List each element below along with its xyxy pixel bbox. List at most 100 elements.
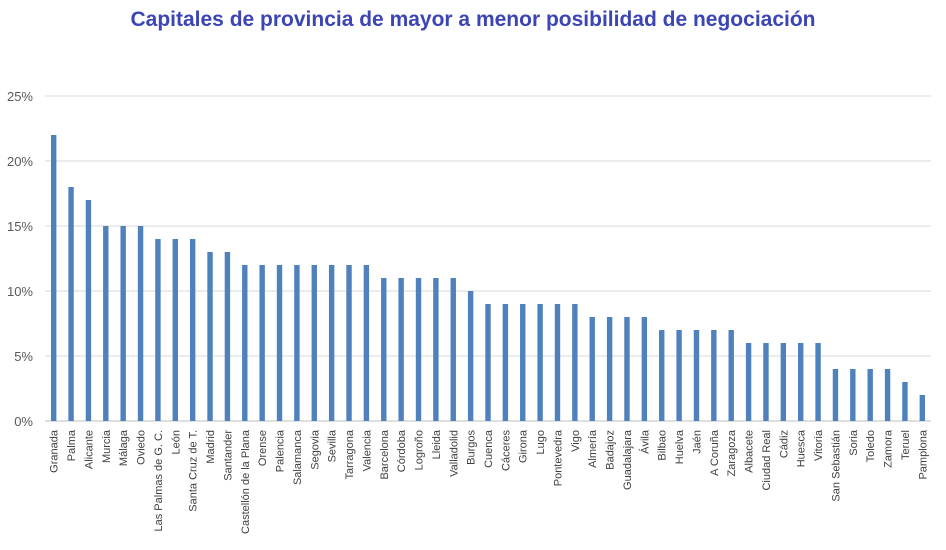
x-tick-label: Zaragoza (726, 429, 738, 476)
bar (867, 369, 873, 421)
x-tick-label: Barcelona (379, 429, 391, 479)
x-tick-label: Burgos (466, 430, 478, 465)
x-tick-label: Lleida (431, 429, 443, 459)
bar (467, 291, 474, 421)
bar (919, 395, 926, 421)
x-tick-label: Logroño (414, 430, 426, 470)
x-tick-label: Tarragona (344, 429, 356, 479)
bar (103, 226, 109, 421)
bar (659, 330, 665, 421)
x-tick-label: Pamplona (917, 429, 929, 479)
y-tick-label: 5% (14, 349, 33, 364)
bar (676, 330, 682, 421)
bar (346, 265, 352, 421)
bar (589, 317, 595, 421)
bar (120, 226, 126, 421)
y-tick-label: 0% (14, 414, 33, 429)
x-tick-label: Castellón de la Plana (240, 429, 252, 534)
x-tick-label: Cuenca (483, 429, 495, 468)
x-tick-label: Granada (49, 429, 61, 473)
bar (276, 265, 283, 421)
bar (381, 278, 387, 421)
x-tick-label: Sevilla (327, 429, 339, 462)
x-tick-label: Segovia (309, 429, 321, 470)
y-tick-label: 25% (7, 89, 33, 104)
bar (902, 382, 908, 421)
x-tick-label: Ciudad Real (761, 430, 773, 491)
bar (884, 369, 891, 421)
bar (189, 239, 196, 421)
x-tick-label: Santander (222, 430, 234, 481)
y-tick-label: 20% (7, 154, 33, 169)
x-tick-label: León (170, 430, 182, 454)
y-tick-label: 15% (7, 219, 33, 234)
bar (606, 317, 613, 421)
bar (502, 304, 509, 421)
x-tick-label: Bilbao (657, 430, 669, 461)
x-tick-label: Valencia (361, 429, 373, 471)
bar (50, 135, 57, 421)
x-tick-label: Toledo (865, 430, 877, 462)
bar (815, 343, 821, 421)
bar (294, 265, 300, 421)
x-tick-label: Lugo (535, 430, 547, 454)
x-tick-label: Albacete (744, 430, 756, 473)
bar (224, 252, 231, 421)
bar (155, 239, 161, 421)
x-tick-label: Málaga (118, 429, 130, 466)
bar (398, 278, 404, 421)
bar (624, 317, 630, 421)
bar (433, 278, 439, 421)
x-tick-label: Santa Cruz de T. (188, 430, 200, 512)
x-tick-label: Girona (518, 429, 530, 463)
bar (259, 265, 265, 421)
x-tick-label: Oviedo (136, 430, 148, 465)
x-tick-label: Madrid (205, 430, 217, 464)
x-tick-label: Pontevedra (552, 429, 564, 486)
x-tick-label: Badajoz (605, 430, 617, 470)
bar (68, 187, 74, 421)
x-tick-label: San Sebastián (830, 430, 842, 502)
x-tick-label: Guadalajara (622, 429, 634, 490)
bar (450, 278, 456, 421)
bar (311, 265, 317, 421)
x-tick-label: Alicante (83, 430, 95, 469)
bar (207, 252, 213, 421)
x-tick-label: Huesca (796, 429, 808, 467)
bar (328, 265, 335, 421)
x-tick-label: Teruel (900, 430, 912, 460)
bar (763, 343, 769, 421)
bar (572, 304, 578, 421)
bar (693, 330, 700, 421)
bar (728, 330, 734, 421)
x-tick-label: Palma (66, 429, 78, 461)
bar (363, 265, 370, 421)
bar (850, 369, 856, 421)
chart-title: Capitales de provincia de mayor a menor … (130, 8, 816, 31)
x-tick-label: Orense (257, 430, 269, 466)
x-tick-label: A Coruña (709, 429, 721, 476)
bar (520, 304, 526, 421)
x-tick-label: Palencia (275, 429, 287, 472)
bar (711, 330, 717, 421)
x-tick-label: Almería (587, 429, 599, 468)
bar (85, 200, 92, 421)
bar (415, 278, 422, 421)
x-tick-label: Murcia (101, 429, 113, 463)
x-tick-label: Valladolid (448, 430, 460, 477)
bar (641, 317, 648, 421)
bar (137, 226, 144, 421)
y-tick-label: 10% (7, 284, 33, 299)
bar (172, 239, 178, 421)
x-tick-label: Salamanca (292, 429, 304, 485)
x-tick-label: Las Palmas de G. C. (153, 430, 165, 532)
bar (554, 304, 561, 421)
x-tick-label: Ávila (638, 429, 651, 454)
bar (798, 343, 804, 421)
x-tick-label: Zamora (883, 429, 895, 468)
bar (780, 343, 787, 421)
x-tick-label: Cádiz (778, 430, 790, 458)
bar (537, 304, 543, 421)
x-tick-label: Córdoba (396, 429, 408, 472)
